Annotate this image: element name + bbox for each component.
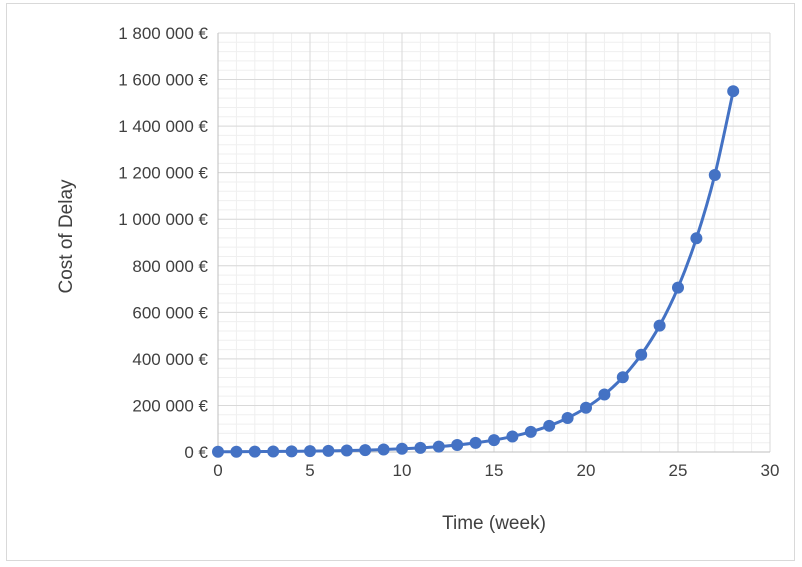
data-point	[635, 348, 648, 361]
data-point	[304, 445, 316, 458]
data-point	[524, 425, 537, 438]
data-point	[230, 445, 243, 458]
data-point	[414, 441, 427, 454]
data-point	[451, 438, 464, 451]
axes: 0 5 10 15 20 25 30 0 € 200 000 € 400 000 € 600 000…	[118, 24, 779, 480]
y-axis-title: Cost of Delay	[56, 179, 77, 294]
y-tick-label: 800 000 €	[132, 257, 208, 276]
x-tick-label: 20	[577, 461, 596, 480]
y-tick-label: 1 400 000 €	[118, 117, 208, 136]
data-point	[469, 436, 482, 449]
major-gridlines	[217, 32, 771, 453]
data-point	[690, 232, 703, 245]
y-tick-label: 600 000 €	[132, 303, 208, 322]
data-point	[212, 445, 224, 458]
data-point	[377, 443, 390, 456]
x-axis-title: Time (week)	[442, 513, 546, 534]
data-point	[561, 411, 574, 424]
data-point	[543, 419, 556, 432]
data-point	[432, 440, 445, 453]
y-tick-label: 400 000 €	[132, 350, 208, 369]
data-point	[359, 444, 372, 457]
data-point	[322, 444, 335, 457]
data-point	[488, 434, 500, 447]
y-tick-label: 1 000 000 €	[118, 210, 208, 229]
data-point	[598, 388, 611, 401]
chart-frame	[6, 3, 795, 561]
data-point	[653, 319, 666, 332]
x-tick-label: 5	[305, 461, 314, 480]
y-tick-label: 200 000 €	[132, 396, 208, 415]
data-point	[727, 85, 740, 98]
y-tick-label: 1 200 000 €	[118, 164, 208, 183]
data-point	[396, 442, 408, 455]
data-point	[267, 445, 280, 458]
data-point	[506, 430, 519, 443]
data-point	[248, 445, 261, 458]
x-tick-label: 30	[761, 461, 780, 480]
data-series	[212, 85, 740, 458]
data-point	[672, 281, 684, 294]
data-point	[708, 168, 721, 181]
data-point	[285, 445, 298, 458]
data-point	[580, 401, 592, 414]
x-tick-label: 0	[213, 461, 222, 480]
y-tick-label: 1 600 000 €	[118, 71, 208, 90]
data-point	[340, 444, 353, 457]
data-point	[616, 371, 629, 384]
x-tick-label: 10	[393, 461, 412, 480]
y-tick-label: 1 800 000 €	[118, 24, 208, 43]
y-tick-label: 0 €	[184, 443, 208, 462]
x-tick-label: 25	[669, 461, 688, 480]
x-tick-label: 15	[485, 461, 504, 480]
